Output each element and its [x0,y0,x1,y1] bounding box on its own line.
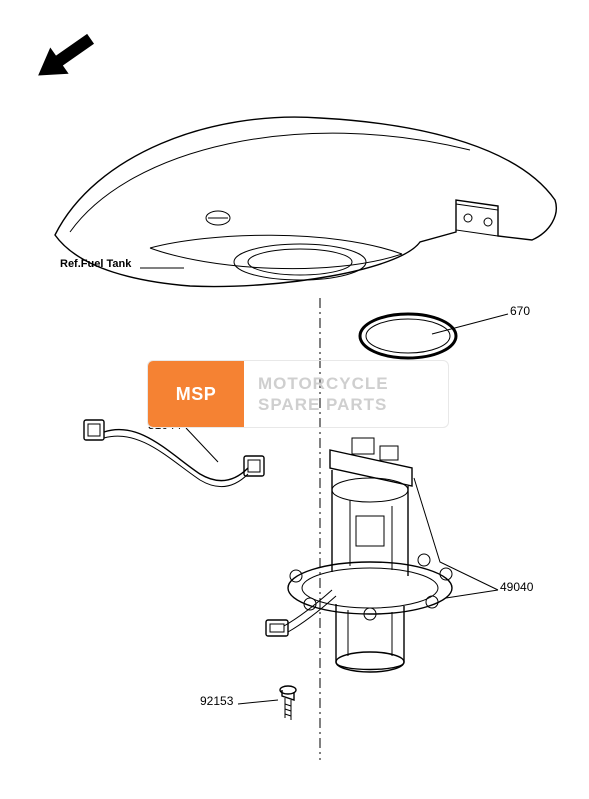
callout-92153: 92153 [200,694,233,708]
bolt [280,686,296,720]
callout-49040: 49040 [500,580,533,594]
callout-670: 670 [510,304,530,318]
leader-49040 [446,590,498,598]
leader-92153 [238,700,278,704]
watermark-text: MOTORCYCLE SPARE PARTS [244,373,389,416]
watermark-line1: MOTORCYCLE [258,373,389,394]
ref-fuel-tank-label: Ref.Fuel Tank [60,258,131,270]
leader-49040b [414,478,498,590]
fuel-pump [266,438,452,672]
leader-51044 [186,428,218,462]
watermark: MSP MOTORCYCLE SPARE PARTS [147,360,449,428]
diagram-canvas: Ref.Fuel Tank 670 51044 49040 92153 MSP … [0,0,589,799]
direction-arrow-icon [29,26,100,89]
o-ring [360,314,456,358]
watermark-badge: MSP [148,361,244,427]
leader-670 [432,314,508,334]
watermark-line2: SPARE PARTS [258,394,389,415]
